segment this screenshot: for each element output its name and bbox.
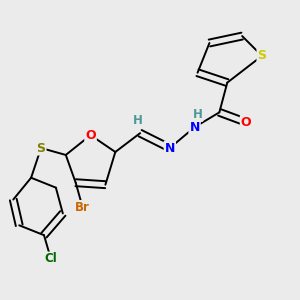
Text: S: S [37, 142, 46, 154]
Text: H: H [193, 108, 202, 121]
Text: S: S [257, 50, 266, 62]
Text: Cl: Cl [45, 253, 57, 266]
Text: N: N [189, 121, 200, 134]
Text: H: H [133, 114, 143, 127]
Text: N: N [165, 142, 175, 154]
Text: O: O [241, 116, 251, 129]
Text: O: O [85, 129, 96, 142]
Text: Br: Br [75, 201, 90, 214]
